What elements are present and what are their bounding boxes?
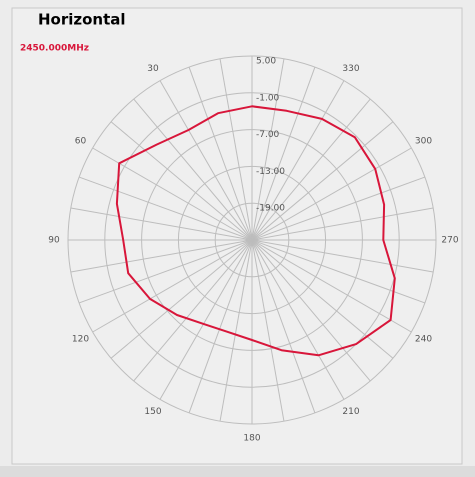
spoke [78,239,253,304]
spoke [251,239,316,414]
spoke [188,239,253,414]
spoke [251,239,394,359]
r-tick-label: 5.00 [256,57,276,67]
scrollbar [0,466,475,477]
spoke [70,207,253,241]
angle-tick-label: 240 [415,335,432,345]
panel [11,7,463,465]
angle-tick-label: 120 [72,335,89,345]
spoke [219,58,253,241]
spoke [251,176,426,241]
angle-tick-label: 30 [147,64,159,74]
spoke [251,66,316,241]
angle-tick-label: 330 [342,64,359,74]
spoke [78,176,253,241]
spoke [251,207,434,241]
pattern-line [115,105,396,357]
spoke [219,239,253,422]
r-tick-label: -13.00 [256,167,285,177]
ring [214,202,290,278]
spoke [251,98,371,241]
ring [67,55,437,425]
spoke [251,239,412,333]
spoke [251,239,345,400]
spoke [133,239,253,382]
spoke [159,239,253,400]
angle-tick-label: 90 [48,236,60,246]
frequency-label: 2450.000MHz [20,44,89,54]
r-tick-label: -1.00 [256,93,280,103]
spoke [251,239,371,382]
spoke [110,239,253,359]
spoke [133,98,253,241]
angle-tick-label: 270 [441,236,458,246]
ring [141,129,363,351]
angle-tick-label: 180 [243,434,260,444]
angle-tick-label: 60 [75,137,87,147]
r-tick-label: -19.00 [256,204,285,214]
spoke [110,121,253,241]
spoke [251,239,285,422]
spoke [188,66,253,241]
spoke [251,239,434,273]
angle-tick-label: 150 [144,407,161,417]
angle-tick-label: 300 [415,137,432,147]
spoke [251,239,426,304]
spoke [251,58,285,241]
spoke [92,239,253,333]
spoke [251,147,412,241]
r-tick-label: -7.00 [256,130,280,140]
spoke [251,121,394,241]
spoke [159,80,253,241]
spoke [70,239,253,273]
spoke [251,80,345,241]
ring [104,92,400,388]
ring [177,165,327,315]
angle-tick-label: 210 [342,407,359,417]
chart-title: Horizontal [38,11,126,29]
